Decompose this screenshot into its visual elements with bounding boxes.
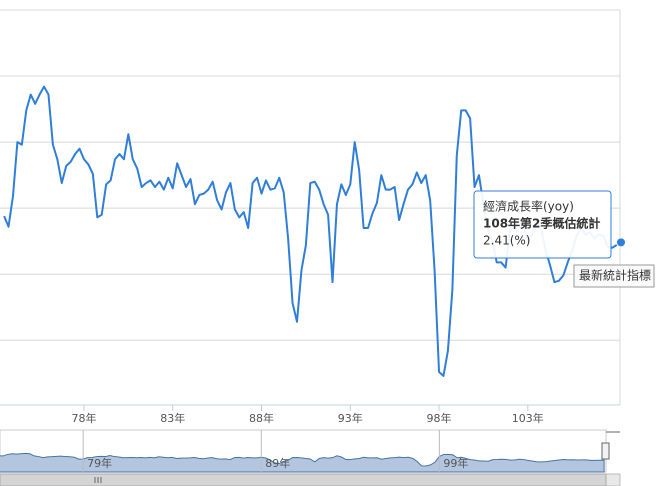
scrollbar-grip <box>94 477 102 483</box>
x-tick-label: 93年 <box>338 411 363 425</box>
navigator-tick-label: 79年 <box>87 456 112 470</box>
tooltip: 經濟成長率(yoy) 108年第2季概估統計 2.41(%) <box>473 190 612 259</box>
navigator-handle <box>601 442 610 460</box>
annotation-text: 最新統計指標 <box>579 268 651 283</box>
x-tick-label: 103年 <box>512 411 544 425</box>
x-tick-label: 88年 <box>249 411 274 425</box>
x-tick-label: 98年 <box>427 411 452 425</box>
tooltip-box <box>473 190 612 259</box>
navigator[interactable]: 79年 89年 99年 <box>0 429 620 473</box>
scrollbar-thumb[interactable] <box>0 473 607 486</box>
tooltip-series: 經濟成長率(yoy) <box>483 199 574 214</box>
navigator-area <box>0 452 605 473</box>
tooltip-header: 108年第2季概估統計 <box>483 216 600 231</box>
navigator-tick-label: 99年 <box>443 456 468 470</box>
x-tick-label: 83年 <box>160 411 185 425</box>
last-point <box>616 237 626 248</box>
annotation-box <box>573 264 655 288</box>
annotation: 最新統計指標 <box>573 264 655 288</box>
plot-area: 78年 83年 88年 93年 98年 103年 <box>0 9 626 425</box>
x-tick-label: 78年 <box>71 411 96 425</box>
navigator-tick-label: 89年 <box>265 456 290 470</box>
scrollbar[interactable] <box>0 473 621 486</box>
tooltip-value: 2.41(%) <box>483 234 530 248</box>
